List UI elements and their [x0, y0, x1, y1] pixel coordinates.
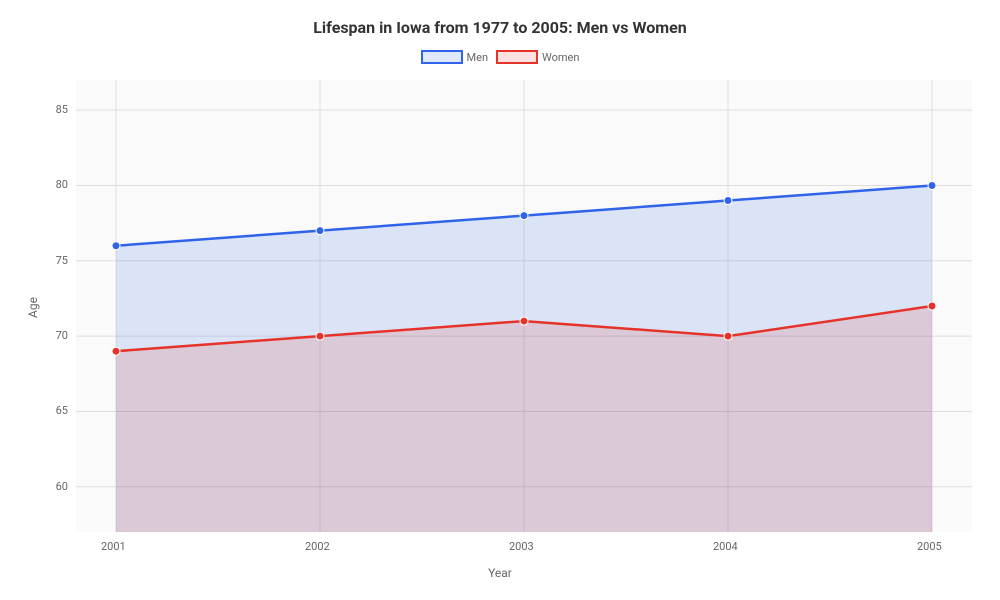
y-tick-label: 75: [56, 254, 68, 267]
y-tick-label: 80: [56, 178, 68, 191]
x-tick-label: 2003: [509, 540, 534, 553]
x-tick-label: 2004: [713, 540, 738, 553]
chart-svg: [76, 80, 972, 532]
y-axis-title: Age: [26, 297, 40, 318]
legend: Men Women: [0, 50, 1000, 64]
y-tick-label: 70: [56, 329, 68, 342]
y-tick-label: 65: [56, 404, 68, 417]
legend-item-men[interactable]: Men: [421, 50, 489, 64]
legend-label-men: Men: [467, 51, 489, 64]
x-tick-label: 2001: [101, 540, 126, 553]
legend-swatch-women: [496, 50, 538, 64]
legend-swatch-men: [421, 50, 463, 64]
y-tick-label: 60: [56, 480, 68, 493]
x-axis-title: Year: [0, 566, 1000, 580]
chart-title: Lifespan in Iowa from 1977 to 2005: Men …: [0, 18, 1000, 37]
plot-area: [76, 80, 972, 532]
y-tick-label: 85: [56, 103, 68, 116]
chart-container: Lifespan in Iowa from 1977 to 2005: Men …: [0, 0, 1000, 600]
x-tick-label: 2005: [917, 540, 942, 553]
legend-item-women[interactable]: Women: [496, 50, 579, 64]
x-tick-label: 2002: [305, 540, 330, 553]
legend-label-women: Women: [542, 51, 579, 64]
